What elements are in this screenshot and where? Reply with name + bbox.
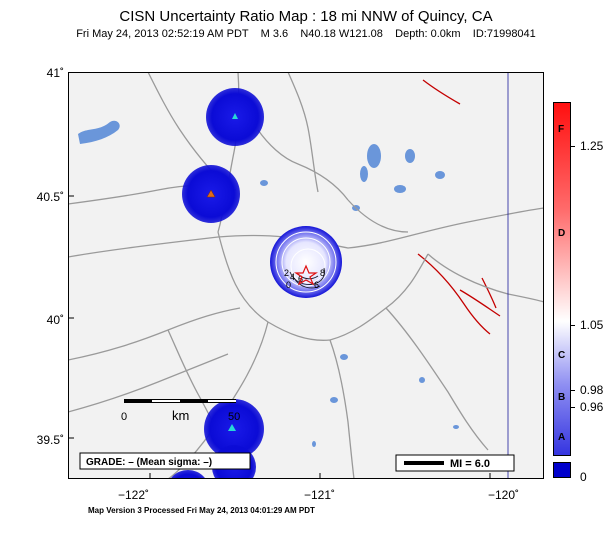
station-triangle-icon	[228, 424, 236, 431]
color-legend-bar	[553, 102, 571, 456]
legend-value-0: 0	[580, 470, 587, 484]
map-version-footer: Map Version 3 Processed Fri May 24, 2013…	[88, 506, 315, 515]
contour-label: 4	[290, 272, 295, 282]
scale-title: km	[172, 408, 189, 423]
scale-end-label: 50	[228, 411, 240, 423]
contour-label: 6	[314, 280, 319, 290]
lon-label-121: −121˚	[304, 488, 336, 502]
map-title: CISN Uncertainty Ratio Map : 18 mi NNW o…	[119, 8, 493, 25]
station-uncertainty-zone	[170, 470, 206, 479]
fault-lines	[417, 79, 501, 335]
color-legend-zero	[553, 462, 571, 478]
mi-text: MI = 6.0	[450, 458, 490, 470]
scale-bar: km 0 50	[121, 399, 240, 423]
legend-grade-c: C	[558, 350, 566, 361]
legend-grade-f: F	[558, 124, 565, 135]
uncertainty-map: 2 4 6 8 6 0 km 0 50 GRADE: – (Mean sigma…	[68, 72, 544, 479]
mi-box: MI = 6.0	[395, 454, 515, 472]
lat-label-40-5: 40.5˚	[36, 190, 64, 204]
contour-label: 0	[286, 280, 291, 290]
lat-label-39-5: 39.5˚	[36, 433, 64, 447]
lon-label-122: −122˚	[118, 488, 150, 502]
scale-start-label: 0	[121, 411, 127, 423]
station-triangle-icon	[206, 189, 216, 198]
legend-grade-a: A	[558, 432, 566, 443]
lat-label-41: 41˚	[46, 66, 64, 80]
contour-label: 8	[320, 268, 325, 278]
legend-grade-b: B	[558, 392, 566, 403]
contour-label: 2	[284, 268, 289, 278]
grade-box: GRADE: – (Mean sigma: –)	[79, 452, 251, 470]
legend-value-1-25: 1.25	[580, 139, 604, 153]
legend-value-0-98: 0.98	[580, 383, 604, 397]
map-frame	[68, 72, 544, 479]
grade-text: GRADE: – (Mean sigma: –)	[86, 457, 212, 468]
station-triangle-icon	[232, 113, 238, 119]
epicenter-uncertainty-zone	[270, 226, 342, 298]
legend-value-1-05: 1.05	[580, 318, 604, 332]
legend-grade-d: D	[558, 228, 566, 239]
legend-value-0-96: 0.96	[580, 400, 604, 414]
lat-label-40: 40˚	[46, 313, 64, 327]
event-info: Fri May 24, 2013 02:52:19 AM PDT M 3.6 N…	[76, 28, 536, 40]
epicenter-star-icon	[294, 264, 318, 286]
lon-label-120: −120˚	[488, 488, 520, 502]
